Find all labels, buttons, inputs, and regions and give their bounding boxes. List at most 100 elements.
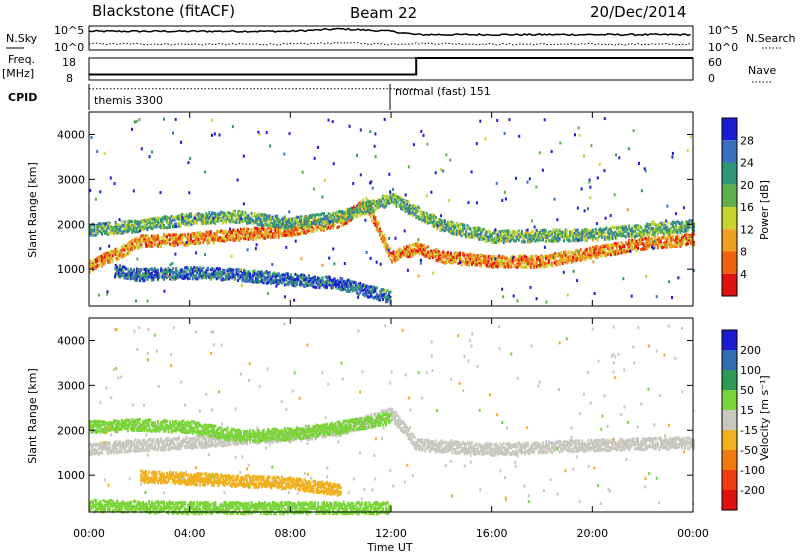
data-cell bbox=[631, 241, 634, 245]
data-cell bbox=[523, 240, 526, 244]
data-cell bbox=[410, 208, 413, 212]
data-cell bbox=[454, 232, 457, 236]
data-cell bbox=[451, 257, 454, 261]
data-cell bbox=[647, 244, 650, 248]
nsky-series-line bbox=[88, 27, 691, 37]
data-cell bbox=[283, 230, 286, 233]
data-cell bbox=[665, 240, 668, 244]
data-cell bbox=[283, 217, 286, 221]
data-cell bbox=[626, 249, 629, 253]
data-cell bbox=[371, 202, 374, 206]
data-cell bbox=[597, 251, 600, 255]
data-cell bbox=[283, 233, 286, 237]
data-cell bbox=[653, 245, 656, 249]
data-cell bbox=[232, 220, 235, 224]
data-cell bbox=[496, 260, 499, 264]
data-cell bbox=[634, 243, 637, 247]
data-cell bbox=[221, 211, 224, 215]
data-cell bbox=[616, 247, 618, 251]
data-cell bbox=[584, 249, 587, 253]
data-cell bbox=[557, 253, 560, 257]
data-cell bbox=[158, 223, 161, 227]
data-cell bbox=[243, 213, 245, 217]
data-cell bbox=[640, 241, 643, 245]
data-cell bbox=[537, 256, 540, 260]
data-cell bbox=[644, 243, 647, 247]
data-cell bbox=[271, 222, 274, 226]
data-cell bbox=[138, 238, 141, 242]
data-cell bbox=[446, 220, 449, 224]
data-cell bbox=[99, 254, 102, 258]
data-cell bbox=[303, 222, 306, 226]
data-cell bbox=[240, 230, 242, 234]
data-cell bbox=[410, 211, 413, 214]
data-cell bbox=[128, 221, 131, 225]
data-cell bbox=[483, 236, 486, 240]
data-cell bbox=[685, 242, 688, 246]
data-cell bbox=[128, 229, 131, 233]
data-cell bbox=[152, 234, 155, 238]
data-cell bbox=[289, 225, 292, 229]
data-cell bbox=[631, 244, 634, 248]
data-cell bbox=[412, 206, 415, 210]
data-cell bbox=[413, 212, 416, 216]
data-cell bbox=[229, 236, 232, 240]
data-cell bbox=[324, 220, 327, 224]
data-cell bbox=[493, 255, 496, 259]
data-cell bbox=[359, 213, 362, 217]
data-cell bbox=[526, 259, 529, 263]
data-cell bbox=[332, 226, 335, 230]
data-cell bbox=[638, 238, 641, 241]
data-cell bbox=[400, 198, 403, 202]
data-cell bbox=[395, 201, 398, 205]
data-cell bbox=[114, 252, 117, 256]
data-cell bbox=[161, 216, 164, 220]
data-cell bbox=[575, 256, 578, 260]
freq-label: Freq. bbox=[8, 53, 35, 66]
data-cell bbox=[484, 256, 487, 260]
data-cell bbox=[398, 256, 401, 260]
data-cell bbox=[617, 241, 620, 245]
data-cell bbox=[220, 239, 223, 242]
data-cell bbox=[434, 250, 437, 254]
data-cell bbox=[359, 208, 362, 212]
data-cell bbox=[492, 231, 495, 235]
data-cell bbox=[490, 240, 493, 244]
data-cell bbox=[350, 218, 353, 222]
data-cell bbox=[385, 204, 387, 208]
data-cell bbox=[241, 212, 244, 216]
data-cell bbox=[397, 195, 399, 199]
data-cell bbox=[307, 214, 310, 218]
data-cell bbox=[169, 242, 171, 246]
data-cell bbox=[448, 222, 451, 226]
data-cell bbox=[374, 216, 377, 220]
data-cell bbox=[271, 217, 274, 221]
data-cell bbox=[474, 254, 477, 258]
data-cell bbox=[391, 254, 393, 257]
data-cell bbox=[279, 225, 282, 228]
data-cell bbox=[418, 244, 421, 248]
data-cell bbox=[504, 265, 507, 269]
data-cell bbox=[119, 253, 122, 257]
data-cell bbox=[155, 224, 158, 228]
data-cell bbox=[329, 221, 332, 225]
data-cell bbox=[406, 202, 409, 206]
data-cell bbox=[394, 193, 396, 197]
data-cell bbox=[176, 243, 179, 247]
data-cell bbox=[98, 223, 101, 227]
data-cell bbox=[214, 211, 217, 215]
data-cell bbox=[451, 255, 454, 259]
data-cell bbox=[539, 255, 541, 259]
data-cell bbox=[295, 215, 298, 219]
data-cell bbox=[425, 214, 428, 218]
data-cell bbox=[264, 223, 267, 227]
data-cell bbox=[478, 227, 481, 230]
data-cell bbox=[410, 254, 413, 257]
data-cell bbox=[342, 211, 345, 215]
data-cell bbox=[218, 236, 221, 240]
data-cell bbox=[199, 214, 202, 218]
data-cell bbox=[606, 252, 609, 256]
data-cell bbox=[187, 220, 190, 224]
data-cell bbox=[425, 221, 428, 225]
data-cell bbox=[102, 222, 105, 226]
